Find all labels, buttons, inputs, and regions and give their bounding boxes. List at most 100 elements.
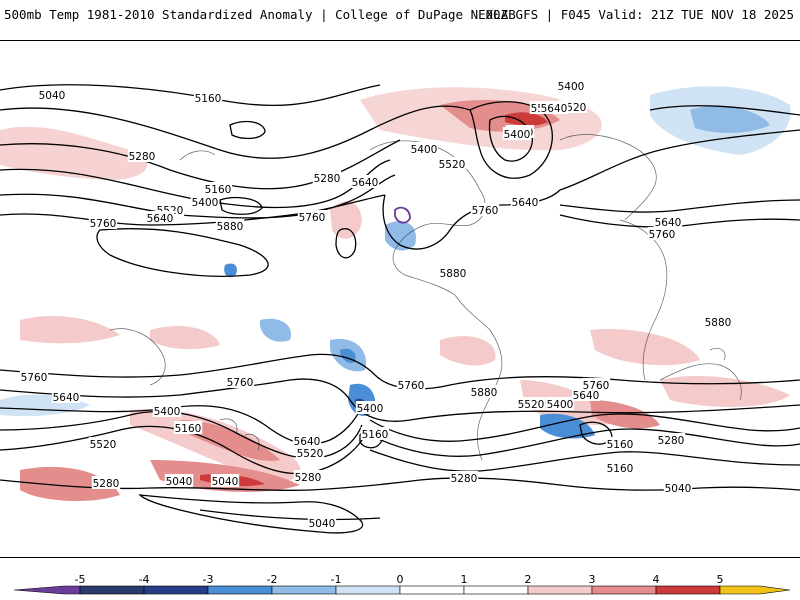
contour-label-bg [653,215,683,228]
contour-label-bg [88,437,118,450]
colorbar-tick-label: -1 [331,573,342,586]
contour-label: 5760 [398,380,425,392]
contour-label: 5520 [297,448,324,460]
contour-label: 5040 [309,518,336,530]
contour-label-bg [37,88,67,101]
contour-label: 5760 [299,212,326,224]
contour-label: 5280 [129,151,156,163]
contour-label: 5160 [362,429,389,441]
contour-label-bg [225,375,255,388]
colorbar-tick-label: -5 [75,573,86,586]
contour-label-bg [210,474,240,487]
contour-label-bg [312,171,342,184]
contour-label: 5520 [518,399,545,411]
colorbar-bin [527,585,593,595]
colorbar-bin [655,585,721,595]
colorbar: -5 -4 -3 -2 -1 0 1 2 3 4 5 [13,573,791,595]
contour-label: 5520 [90,439,117,451]
colorbar-bin [271,585,337,595]
contour-label-bg [19,370,49,383]
contour-label: 5040 [665,483,692,495]
contour-label: 5400 [154,406,181,418]
contour-label-bg [663,481,693,494]
contour-label: 5280 [658,435,685,447]
contour-label: 5880 [217,221,244,233]
contour-label: 5640 [655,217,682,229]
colorbar-below-min [13,585,81,595]
contour-label: 5400 [192,197,219,209]
colorbar-tick-label: 1 [461,573,468,586]
contour-label-bg [556,79,586,92]
contour-label-bg [545,397,575,410]
anomaly-map: 5040516052805160540055205640576052805640… [0,79,800,534]
contour-label-bg [703,315,733,328]
colorbar-bin [143,585,209,595]
contour-label-bg [605,437,635,450]
contour-label-bg [173,421,203,434]
contour-label: 5760 [472,205,499,217]
colorbar-tick-label: 4 [653,573,660,586]
colorbar-bin [399,585,465,595]
contour-label: 5160 [205,184,232,196]
contour-label-bg [571,388,601,401]
contour-label: 5760 [90,218,117,230]
colorbar-tick-label: 0 [397,573,404,586]
contour-label: 5040 [166,476,193,488]
colorbar-bin [463,585,529,595]
contour-label-bg [193,91,223,104]
contour-label-bg [647,227,677,240]
contour-label-bg [307,516,337,529]
contour-label-bg [360,427,390,440]
map-frame [0,40,800,558]
contour-label-bg [502,127,532,140]
contour-label-bg [145,211,175,224]
contour-label-bg [295,446,325,459]
contour-label-bg [127,149,157,162]
contour-label-bg [190,195,220,208]
colorbar-above-max [719,585,791,595]
colorbar-bin [79,585,145,595]
contour-label-bg [293,470,323,483]
colorbar-tick-labels: -5 -4 -3 -2 -1 0 1 2 3 4 5 [75,573,724,586]
contour-label-bg [510,195,540,208]
colorbar-bin [335,585,401,595]
contour-label-group: 5040516052805160540055205640576052805640… [19,79,733,530]
contour-label: 5760 [227,377,254,389]
contour-label: 5400 [357,403,384,415]
map-title: 500mb Temp 1981-2010 Standardized Anomal… [4,7,516,22]
contour-label: 5160 [175,423,202,435]
contour-label: 5400 [547,399,574,411]
colorbar-bin [207,585,273,595]
colorbar-bins [13,585,791,595]
contour-label: 5760 [649,229,676,241]
colorbar-tick-label: -3 [203,573,214,586]
contour-label: 5400 [411,144,438,156]
contour-label-bg [409,142,439,155]
contour-label-bg [164,474,194,487]
contour-label-bg [51,390,81,403]
contour-label: 5280 [314,173,341,185]
contour-label-bg [656,433,686,446]
contour-label: 5640 [573,390,600,402]
contour-label: 5280 [451,473,478,485]
contour-label: 5160 [607,463,634,475]
contour-label: 5040 [212,476,239,488]
contour-label-bg [605,461,635,474]
contour-label-bg [469,385,499,398]
contour-label: 5160 [195,93,222,105]
contour-label-bg [297,210,327,223]
contour-label: 5400 [504,129,531,141]
contour-label-bg [516,397,546,410]
contour-label-bg [152,404,182,417]
contour-label: 5640 [294,436,321,448]
contour-label: 5400 [558,81,585,93]
contour-label: 5760 [21,372,48,384]
contour-label: 5160 [607,439,634,451]
contour-label: 5640 [352,177,379,189]
contour-label: 5280 [93,478,120,490]
contour-label: 5880 [471,387,498,399]
contour-label-bg [88,216,118,229]
contour-label-bg [203,182,233,195]
colorbar-bin [591,585,657,595]
contour-label: 5280 [295,472,322,484]
